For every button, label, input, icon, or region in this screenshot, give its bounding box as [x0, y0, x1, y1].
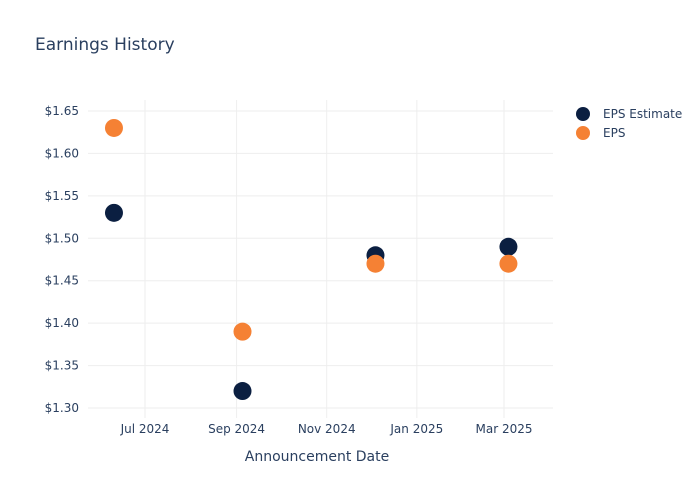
- grid: [88, 100, 553, 418]
- data-point[interactable]: [104, 118, 123, 137]
- legend-label: EPS: [603, 126, 625, 140]
- y-tick-label: $1.30: [45, 401, 79, 415]
- legend-item[interactable]: EPS: [576, 126, 625, 140]
- x-tick-label: Jul 2024: [120, 422, 170, 436]
- y-tick-label: $1.35: [45, 359, 79, 373]
- x-axis-title: Announcement Date: [245, 449, 389, 465]
- legend: EPS Estimate EPS: [576, 107, 682, 140]
- data-point[interactable]: [499, 237, 518, 256]
- series-eps: [104, 118, 518, 341]
- y-tick-label: $1.45: [45, 274, 79, 288]
- y-tick-label: $1.50: [45, 231, 79, 245]
- data-points: [104, 118, 518, 401]
- legend-label: EPS Estimate: [603, 107, 682, 121]
- x-axis: Jul 2024 Sep 2024 Nov 2024 Jan 2025 Mar 2025: [120, 422, 533, 436]
- data-point[interactable]: [499, 254, 518, 273]
- y-tick-label: $1.40: [45, 316, 79, 330]
- legend-marker: [576, 107, 590, 121]
- legend-marker: [576, 126, 590, 140]
- x-tick-label: Mar 2025: [476, 422, 533, 436]
- x-tick-label: Nov 2024: [298, 422, 356, 436]
- y-axis: $1.30 $1.35 $1.40 $1.45 $1.50 $1.55 $1.60 $1.65: [45, 104, 79, 415]
- data-point[interactable]: [104, 203, 123, 222]
- y-tick-label: $1.55: [45, 189, 79, 203]
- legend-item[interactable]: EPS Estimate: [576, 107, 682, 121]
- x-tick-label: Jan 2025: [389, 422, 443, 436]
- chart-title: Earnings History: [35, 35, 175, 55]
- y-tick-label: $1.65: [45, 104, 79, 118]
- x-tick-label: Sep 2024: [208, 422, 265, 436]
- y-tick-label: $1.60: [45, 146, 79, 160]
- data-point[interactable]: [366, 254, 385, 273]
- data-point[interactable]: [233, 322, 252, 341]
- data-point[interactable]: [233, 382, 252, 401]
